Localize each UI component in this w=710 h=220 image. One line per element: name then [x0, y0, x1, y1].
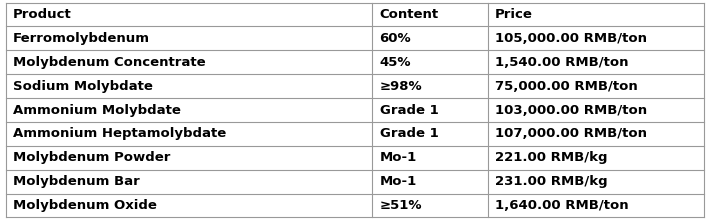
Text: Product: Product	[13, 8, 72, 21]
Text: 45%: 45%	[380, 56, 411, 69]
Text: Sodium Molybdate: Sodium Molybdate	[13, 80, 153, 93]
Text: Molybdenum Concentrate: Molybdenum Concentrate	[13, 56, 205, 69]
Text: ≥98%: ≥98%	[380, 80, 422, 93]
Text: Ferromolybdenum: Ferromolybdenum	[13, 32, 150, 45]
Text: ≥51%: ≥51%	[380, 199, 422, 212]
Text: Mo-1: Mo-1	[380, 151, 417, 164]
Text: 231.00 RMB/kg: 231.00 RMB/kg	[495, 175, 608, 188]
Text: Molybdenum Bar: Molybdenum Bar	[13, 175, 140, 188]
Text: Mo-1: Mo-1	[380, 175, 417, 188]
Text: Price: Price	[495, 8, 532, 21]
Text: 1,640.00 RMB/ton: 1,640.00 RMB/ton	[495, 199, 628, 212]
Text: Grade 1: Grade 1	[380, 127, 438, 140]
Text: Molybdenum Oxide: Molybdenum Oxide	[13, 199, 157, 212]
Text: 60%: 60%	[380, 32, 411, 45]
Text: 75,000.00 RMB/ton: 75,000.00 RMB/ton	[495, 80, 638, 93]
Text: Molybdenum Powder: Molybdenum Powder	[13, 151, 170, 164]
Text: Ammonium Heptamolybdate: Ammonium Heptamolybdate	[13, 127, 226, 140]
Text: Grade 1: Grade 1	[380, 103, 438, 117]
Text: Content: Content	[380, 8, 439, 21]
Text: 105,000.00 RMB/ton: 105,000.00 RMB/ton	[495, 32, 647, 45]
Text: 1,540.00 RMB/ton: 1,540.00 RMB/ton	[495, 56, 628, 69]
Text: 107,000.00 RMB/ton: 107,000.00 RMB/ton	[495, 127, 647, 140]
Text: Ammonium Molybdate: Ammonium Molybdate	[13, 103, 180, 117]
Text: 103,000.00 RMB/ton: 103,000.00 RMB/ton	[495, 103, 647, 117]
Text: 221.00 RMB/kg: 221.00 RMB/kg	[495, 151, 607, 164]
